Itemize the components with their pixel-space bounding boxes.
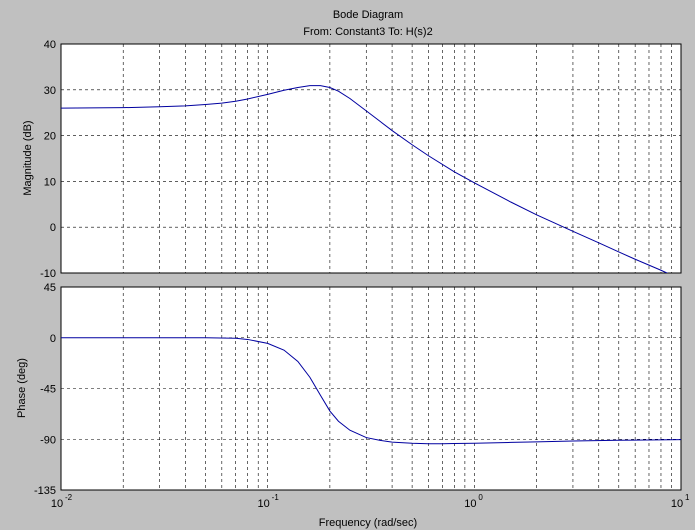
- phase-y-tick-label: 0: [50, 333, 56, 345]
- x-tick-label: 10: [51, 498, 63, 510]
- x-tick-exponent: -1: [272, 493, 280, 502]
- magnitude-y-tick-label: 10: [44, 176, 56, 188]
- magnitude-y-tick-label: 20: [44, 131, 56, 143]
- x-tick-exponent: 1: [685, 493, 690, 502]
- magnitude-y-ticks: -10 0 10 20 30 40: [40, 39, 56, 280]
- magnitude-y-tick-label: 0: [50, 222, 56, 234]
- phase-y-ticks: -135 -90 -45 0 45: [34, 282, 56, 497]
- magnitude-y-tick-label: 30: [44, 85, 56, 97]
- chart-subtitle: From: Constant3 To: H(s)2: [303, 26, 432, 38]
- phase-y-tick-label: 45: [44, 282, 56, 294]
- phase-y-tick-label: -90: [40, 434, 56, 446]
- x-tick-label: 10: [258, 498, 270, 510]
- magnitude-y-tick-label: 40: [44, 39, 56, 51]
- magnitude-y-axis-label: Magnitude (dB): [22, 120, 34, 195]
- x-axis-label: Frequency (rad/sec): [319, 517, 417, 529]
- phase-curve: [61, 337, 681, 445]
- x-tick-label: 10: [464, 498, 476, 510]
- chart-title: Bode Diagram: [333, 9, 403, 21]
- phase-grid: [61, 287, 681, 490]
- magnitude-y-tick-label: -10: [40, 268, 56, 280]
- magnitude-curve: [61, 85, 669, 273]
- phase-y-tick-label: -45: [40, 384, 56, 396]
- x-tick-exponent: 0: [478, 493, 483, 502]
- phase-y-axis-label: Phase (deg): [16, 358, 28, 418]
- magnitude-axes: [60, 43, 682, 274]
- x-tick-exponent: -2: [65, 493, 73, 502]
- magnitude-grid: [61, 44, 681, 273]
- phase-y-tick-label: -135: [34, 485, 56, 497]
- x-tick-label: 10: [671, 498, 683, 510]
